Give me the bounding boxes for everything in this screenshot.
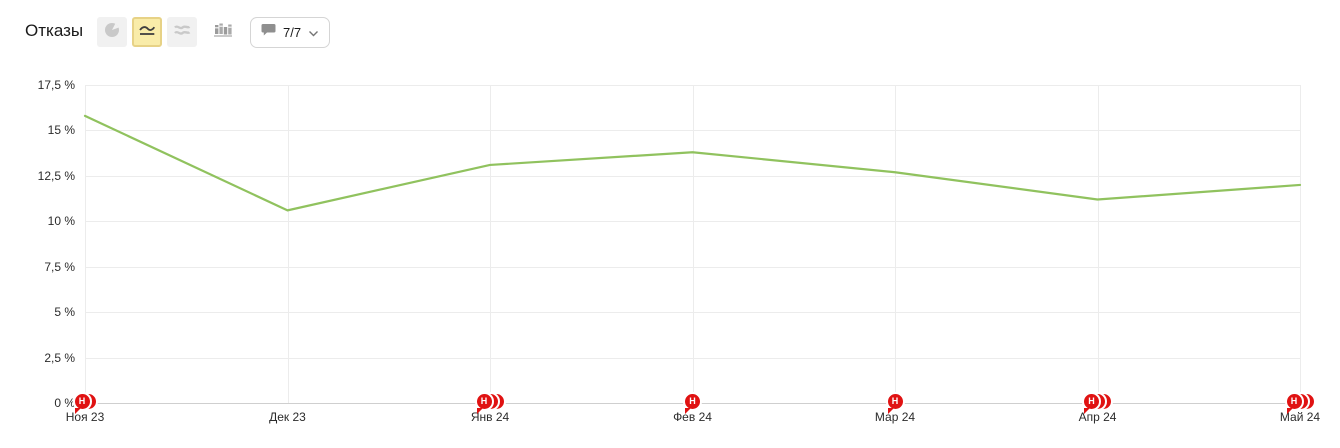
pie-chart-icon [104,22,120,43]
y-axis-tick-label: 7,5 % [44,259,75,274]
h-gridline [85,266,1300,268]
comment-marker-bubble-icon: Н [1284,392,1304,414]
chart-type-columns-button[interactable] [208,17,238,47]
comment-marker[interactable]: Н [474,392,506,414]
y-axis-tick-label: 10 % [47,214,75,229]
h-gridline [85,130,1300,132]
v-gridline [85,85,86,403]
x-axis-tick-label: Май 24 [1279,410,1321,424]
h-gridline [85,357,1300,359]
comment-marker[interactable]: Н [1082,392,1113,414]
comment-marker-bubble-icon: Н [885,392,905,414]
columns-chart-icon [213,22,233,43]
chart-type-pie-button[interactable] [97,17,127,47]
comments-count-label: 7/7 [283,25,302,40]
v-gridline [1300,85,1301,403]
v-gridline [895,85,896,403]
chart-type-toolbar [97,17,238,47]
comment-marker[interactable]: Н [1284,392,1316,414]
x-axis-tick-label: Мар 24 [874,410,916,424]
comment-bubble-icon [261,23,276,42]
x-axis-tick-label: Янв 24 [470,410,510,424]
x-axis-tick-label: Апр 24 [1078,410,1117,424]
chevron-down-icon [308,24,319,42]
x-axis-tick-label: Фев 24 [673,410,712,424]
v-gridline [1097,85,1099,403]
y-axis-tick-label: 2,5 % [44,350,75,365]
v-gridline [287,85,289,403]
comment-marker-bubble-icon: Н [683,392,702,414]
y-axis-tick-label: 17,5 % [37,78,75,92]
v-gridline [692,85,694,403]
line-chart-icon [138,23,156,42]
comment-marker-bubble-icon: Н [72,392,92,414]
page-title: Отказы [25,21,84,40]
comment-marker[interactable]: Н [72,392,98,414]
comment-marker[interactable]: Н [683,392,702,414]
y-axis-tick-label: 0 % [54,396,75,410]
y-axis-tick-label: 12,5 % [37,168,75,183]
h-gridline [85,221,1300,223]
comments-filter-dropdown[interactable]: 7/7 [250,17,331,48]
v-gridline [490,85,491,403]
comment-marker-bubble-icon: Н [474,392,494,414]
comment-marker[interactable]: Н [885,392,905,414]
chart-type-line-button[interactable] [132,17,162,47]
comment-marker-bubble-icon: Н [1082,392,1101,414]
h-gridline [85,85,1300,86]
stacked-area-icon [173,23,191,42]
y-axis-tick-label: 15 % [47,123,75,138]
h-gridline [85,312,1300,314]
x-axis-tick-label: Ноя 23 [65,410,105,424]
h-gridline [85,175,1300,177]
y-axis-tick-label: 5 % [54,305,75,320]
chart-type-stacked-area-button[interactable] [167,17,197,47]
x-axis-tick-label: Дек 23 [269,410,306,424]
